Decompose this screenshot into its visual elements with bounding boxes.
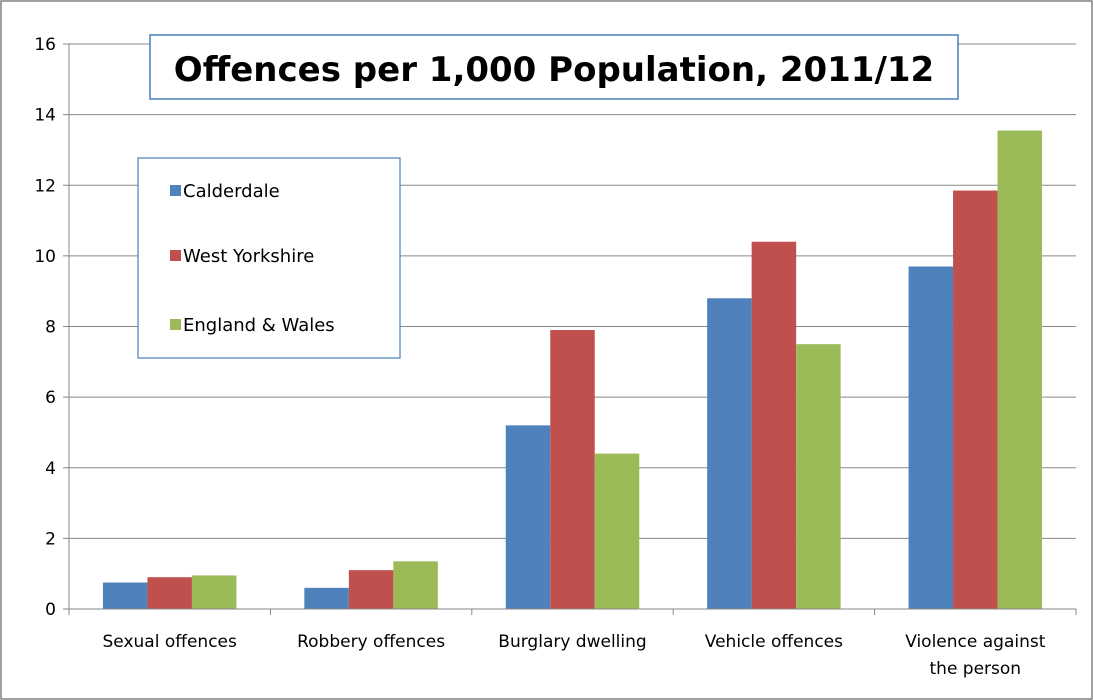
chart-title: Offences per 1,000 Population, 2011/12 bbox=[174, 50, 934, 90]
bar-calderdale bbox=[102, 582, 148, 609]
y-tick-label: 6 bbox=[45, 388, 56, 408]
y-tick-label: 8 bbox=[45, 318, 56, 338]
legend-items: Calderdale West Yorkshire England & Wales bbox=[170, 181, 335, 336]
axes bbox=[68, 44, 1077, 615]
bar-west-yorkshire bbox=[147, 577, 192, 609]
bar-calderdale bbox=[505, 425, 551, 609]
y-tick-label: 10 bbox=[34, 247, 56, 267]
bar-west-yorkshire bbox=[550, 330, 595, 609]
title-frame bbox=[149, 34, 959, 100]
legend-swatch bbox=[170, 250, 181, 261]
legend-swatch bbox=[170, 319, 181, 330]
y-tick-label: 16 bbox=[34, 35, 56, 55]
bar-england-wales bbox=[796, 344, 841, 609]
y-tick-label: 2 bbox=[45, 529, 56, 549]
bar-calderdale bbox=[707, 298, 752, 609]
legend: Calderdale West Yorkshire England & Wales bbox=[137, 157, 401, 359]
bar-england-wales bbox=[393, 561, 438, 609]
bar-calderdale bbox=[908, 266, 954, 609]
chart-title-box: Offences per 1,000 Population, 2011/12 bbox=[149, 34, 959, 100]
legend-swatch bbox=[170, 185, 181, 196]
y-tick-label: 12 bbox=[34, 176, 56, 196]
x-category-labels: Sexual offences Robbery offences Burglary … bbox=[103, 632, 1046, 679]
bar-calderdale bbox=[304, 587, 349, 609]
x-category-label: Violence against bbox=[905, 632, 1046, 652]
bar-west-yorkshire bbox=[348, 570, 394, 609]
bar-england-wales bbox=[997, 130, 1043, 609]
bar-england-wales bbox=[191, 575, 237, 609]
y-tick-label: 0 bbox=[45, 600, 56, 620]
x-category-label: Vehicle offences bbox=[705, 632, 843, 652]
y-tick-label: 4 bbox=[45, 459, 56, 479]
x-category-label: Burglary dwelling bbox=[498, 632, 646, 652]
bar-england-wales bbox=[594, 453, 640, 609]
y-tick-label: 14 bbox=[34, 106, 56, 126]
bar-west-yorkshire bbox=[751, 241, 797, 609]
x-category-label: the person bbox=[930, 659, 1022, 679]
legend-label: West Yorkshire bbox=[183, 246, 314, 267]
y-tick-labels: 0 2 4 6 8 10 12 14 16 bbox=[34, 35, 56, 620]
x-category-label: Robbery offences bbox=[297, 632, 445, 652]
legend-frame bbox=[137, 157, 401, 359]
bars bbox=[102, 130, 1043, 609]
legend-label: England & Wales bbox=[183, 315, 335, 336]
x-category-label: Sexual offences bbox=[103, 632, 237, 652]
bar-west-yorkshire bbox=[953, 190, 998, 609]
legend-label: Calderdale bbox=[183, 181, 280, 202]
